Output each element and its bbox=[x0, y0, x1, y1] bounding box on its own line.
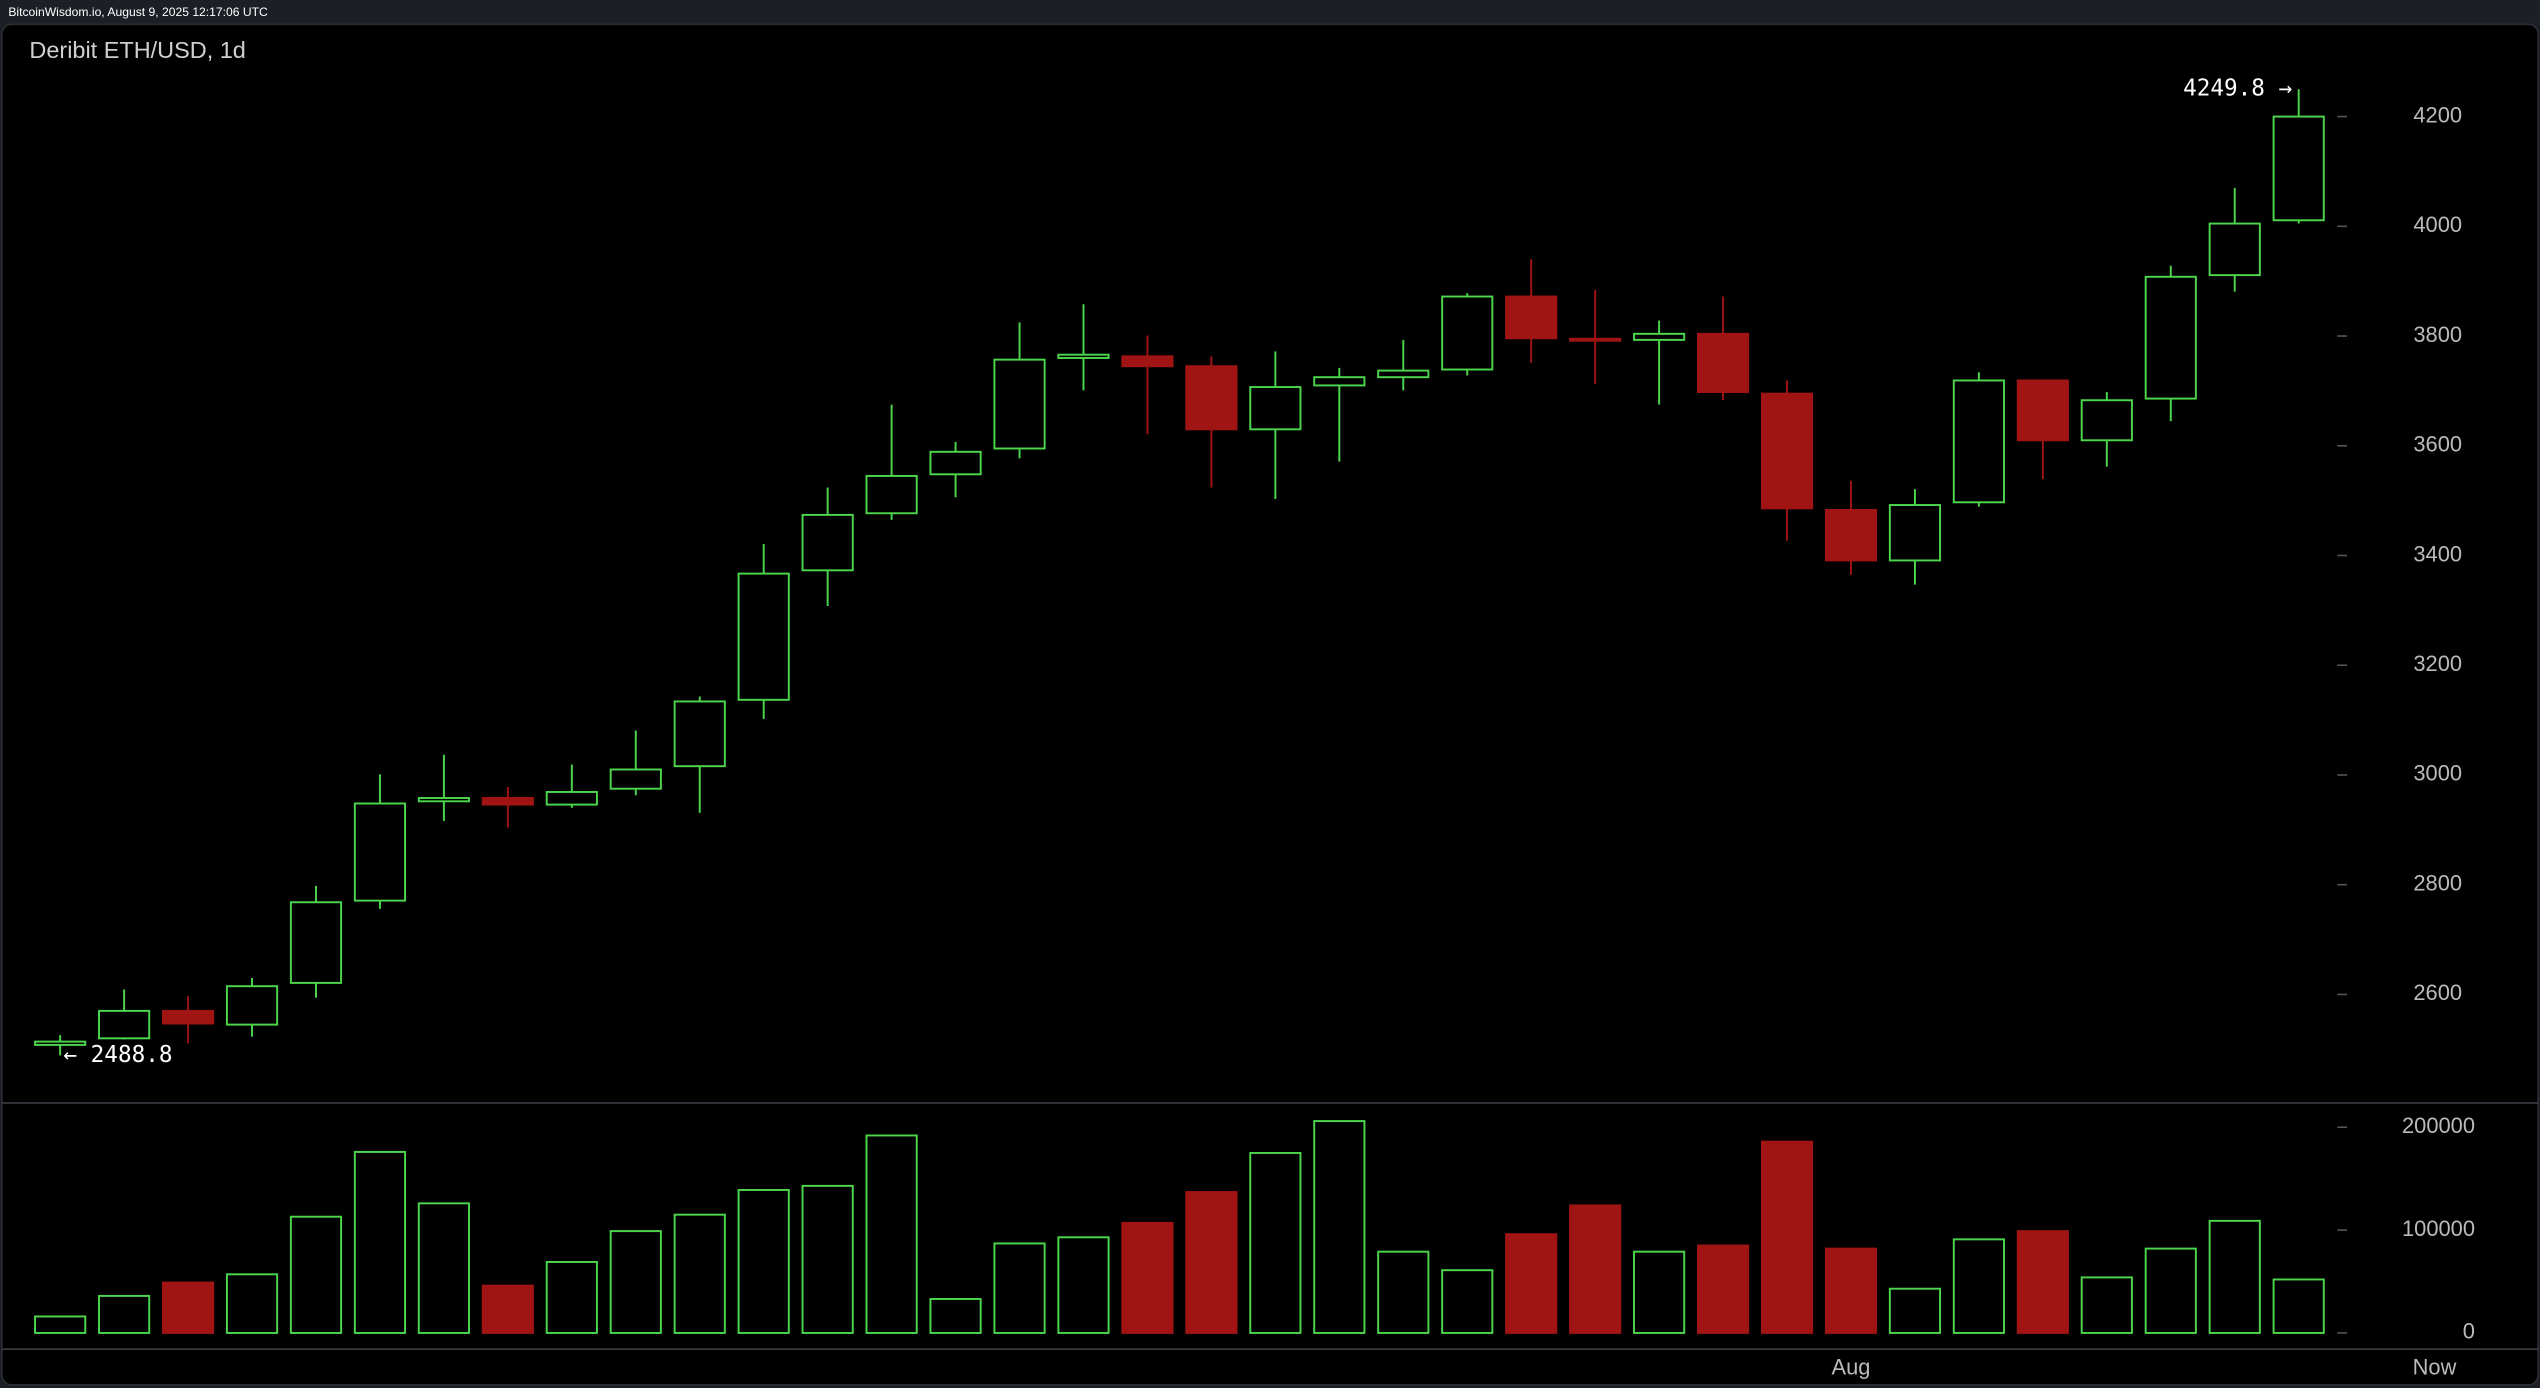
chart-title: Deribit ETH/USD, 1d bbox=[29, 37, 246, 63]
volume-bar bbox=[609, 1230, 662, 1334]
volume-bar bbox=[161, 1281, 215, 1334]
candle-body bbox=[801, 513, 854, 572]
chart-panel bbox=[1, 23, 2539, 1386]
candle-body bbox=[1824, 508, 1878, 562]
candle-body bbox=[2080, 399, 2133, 442]
header-text: BitcoinWisdom.io, August 9, 2025 12:17:0… bbox=[8, 5, 268, 19]
candle-body bbox=[1505, 295, 1558, 340]
candle-body bbox=[1569, 337, 1622, 342]
volume-bar bbox=[1633, 1250, 1686, 1334]
volume-bar bbox=[865, 1134, 918, 1334]
y-tick-label: 3600 bbox=[2413, 432, 2462, 457]
volume-bar bbox=[481, 1284, 534, 1334]
y-tick-label: 0 bbox=[2463, 1319, 2475, 1344]
candle-body bbox=[1633, 332, 1686, 341]
volume-bar bbox=[737, 1189, 790, 1334]
candle-body bbox=[1760, 392, 1814, 510]
x-end-label: Now bbox=[2413, 1354, 2457, 1379]
volume-bar bbox=[98, 1294, 151, 1334]
candle-body bbox=[289, 901, 343, 984]
volume-bar bbox=[1569, 1204, 1622, 1334]
candle-body bbox=[737, 572, 790, 701]
volume-bar bbox=[2208, 1219, 2261, 1334]
candle-body bbox=[2208, 222, 2261, 277]
volume-bar bbox=[1057, 1236, 1110, 1334]
candle-body bbox=[225, 985, 279, 1026]
max-annotation: 4249.8 → bbox=[2183, 76, 2292, 102]
candle-body bbox=[1696, 332, 1750, 393]
volume-bar bbox=[673, 1213, 726, 1334]
candle-body bbox=[993, 358, 1046, 450]
volume-bar bbox=[2272, 1278, 2325, 1334]
volume-bar bbox=[1121, 1221, 1174, 1334]
candle-body bbox=[1377, 369, 1430, 379]
volume-bar bbox=[1760, 1140, 1814, 1334]
candle-body bbox=[1888, 504, 1942, 562]
candle-body bbox=[1441, 295, 1494, 371]
y-tick-label: 3800 bbox=[2413, 322, 2462, 347]
candle-body bbox=[1249, 386, 1302, 431]
y-tick-label: 2800 bbox=[2413, 870, 2462, 895]
volume-bar bbox=[1441, 1269, 1494, 1334]
candle-body bbox=[929, 450, 982, 476]
volume-bar bbox=[1505, 1233, 1558, 1334]
candle-body bbox=[417, 797, 470, 803]
candle-body bbox=[545, 791, 598, 806]
candle-body bbox=[1121, 355, 1174, 368]
candle-body bbox=[34, 1040, 87, 1046]
volume-bar bbox=[2144, 1247, 2197, 1334]
volume-bar bbox=[1313, 1120, 1366, 1334]
candle-body bbox=[2272, 115, 2325, 222]
volume-bar bbox=[34, 1315, 87, 1334]
volume-bar bbox=[1249, 1151, 1302, 1334]
volume-bar bbox=[1185, 1191, 1238, 1334]
candle-body bbox=[98, 1009, 151, 1040]
volume-bar bbox=[1824, 1247, 1878, 1334]
volume-bar bbox=[289, 1215, 343, 1334]
volume-bar bbox=[353, 1150, 407, 1334]
candle-body bbox=[673, 700, 726, 768]
volume-bar bbox=[1696, 1244, 1750, 1334]
volume-bar bbox=[1377, 1250, 1430, 1334]
y-tick-label: 4200 bbox=[2413, 102, 2462, 127]
candle-body bbox=[1185, 365, 1238, 431]
candle-body bbox=[1952, 379, 2005, 504]
y-tick-label: 200000 bbox=[2402, 1113, 2475, 1138]
candle-body bbox=[2144, 275, 2197, 400]
candle-body bbox=[609, 768, 662, 790]
y-tick-label: 4000 bbox=[2413, 212, 2462, 237]
volume-bar bbox=[1888, 1287, 1942, 1334]
y-tick-label: 3200 bbox=[2413, 651, 2462, 676]
y-tick-label: 3000 bbox=[2413, 761, 2462, 786]
y-tick-label: 100000 bbox=[2402, 1216, 2475, 1241]
candle-body bbox=[2016, 379, 2069, 442]
y-tick-label: 2600 bbox=[2413, 980, 2462, 1005]
y-tick-label: 3400 bbox=[2413, 541, 2462, 566]
candle-body bbox=[1057, 353, 1110, 359]
volume-bar bbox=[2016, 1230, 2069, 1334]
volume-bar bbox=[929, 1298, 982, 1334]
volume-bar bbox=[801, 1184, 854, 1334]
volume-bar bbox=[417, 1202, 470, 1334]
min-annotation: ← 2488.8 bbox=[63, 1042, 172, 1068]
volume-bar bbox=[225, 1273, 279, 1334]
volume-bar bbox=[993, 1242, 1046, 1334]
volume-bar bbox=[1952, 1238, 2005, 1334]
volume-bar bbox=[545, 1260, 598, 1334]
candle-body bbox=[161, 1009, 215, 1025]
x-tick-label: Aug bbox=[1832, 1354, 1871, 1379]
candle-body bbox=[1313, 376, 1366, 387]
candle-body bbox=[865, 474, 918, 515]
candle-body bbox=[481, 797, 534, 806]
volume-bar bbox=[2080, 1276, 2133, 1334]
candle-body bbox=[353, 802, 407, 902]
